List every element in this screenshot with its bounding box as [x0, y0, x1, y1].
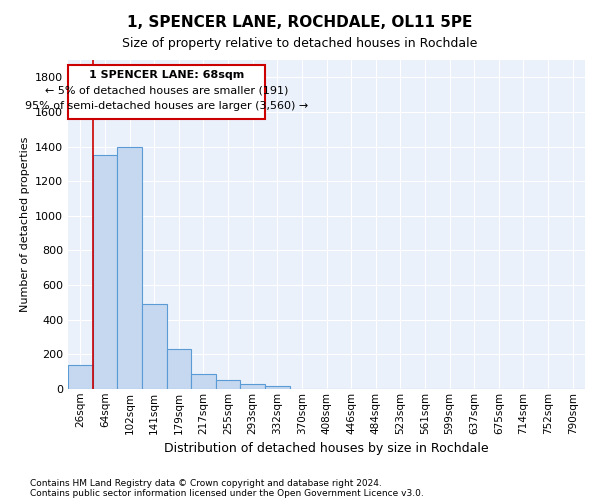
- Bar: [68, 65, 265, 119]
- Text: Contains public sector information licensed under the Open Government Licence v3: Contains public sector information licen…: [30, 488, 424, 498]
- Bar: [265, 386, 290, 389]
- Bar: [191, 374, 216, 389]
- Text: 95% of semi-detached houses are larger (3,560) →: 95% of semi-detached houses are larger (…: [25, 101, 308, 111]
- Bar: [92, 155, 117, 389]
- Bar: [68, 364, 92, 389]
- Text: ← 5% of detached houses are smaller (191): ← 5% of detached houses are smaller (191…: [45, 86, 288, 96]
- Text: 1 SPENCER LANE: 68sqm: 1 SPENCER LANE: 68sqm: [89, 70, 244, 81]
- Text: Size of property relative to detached houses in Rochdale: Size of property relative to detached ho…: [122, 38, 478, 51]
- Bar: [117, 146, 142, 389]
- Bar: [167, 349, 191, 389]
- Bar: [142, 304, 167, 389]
- Y-axis label: Number of detached properties: Number of detached properties: [20, 136, 29, 312]
- Bar: [216, 380, 241, 389]
- Text: Contains HM Land Registry data © Crown copyright and database right 2024.: Contains HM Land Registry data © Crown c…: [30, 478, 382, 488]
- Bar: [241, 384, 265, 389]
- Text: 1, SPENCER LANE, ROCHDALE, OL11 5PE: 1, SPENCER LANE, ROCHDALE, OL11 5PE: [127, 15, 473, 30]
- X-axis label: Distribution of detached houses by size in Rochdale: Distribution of detached houses by size …: [164, 442, 489, 455]
